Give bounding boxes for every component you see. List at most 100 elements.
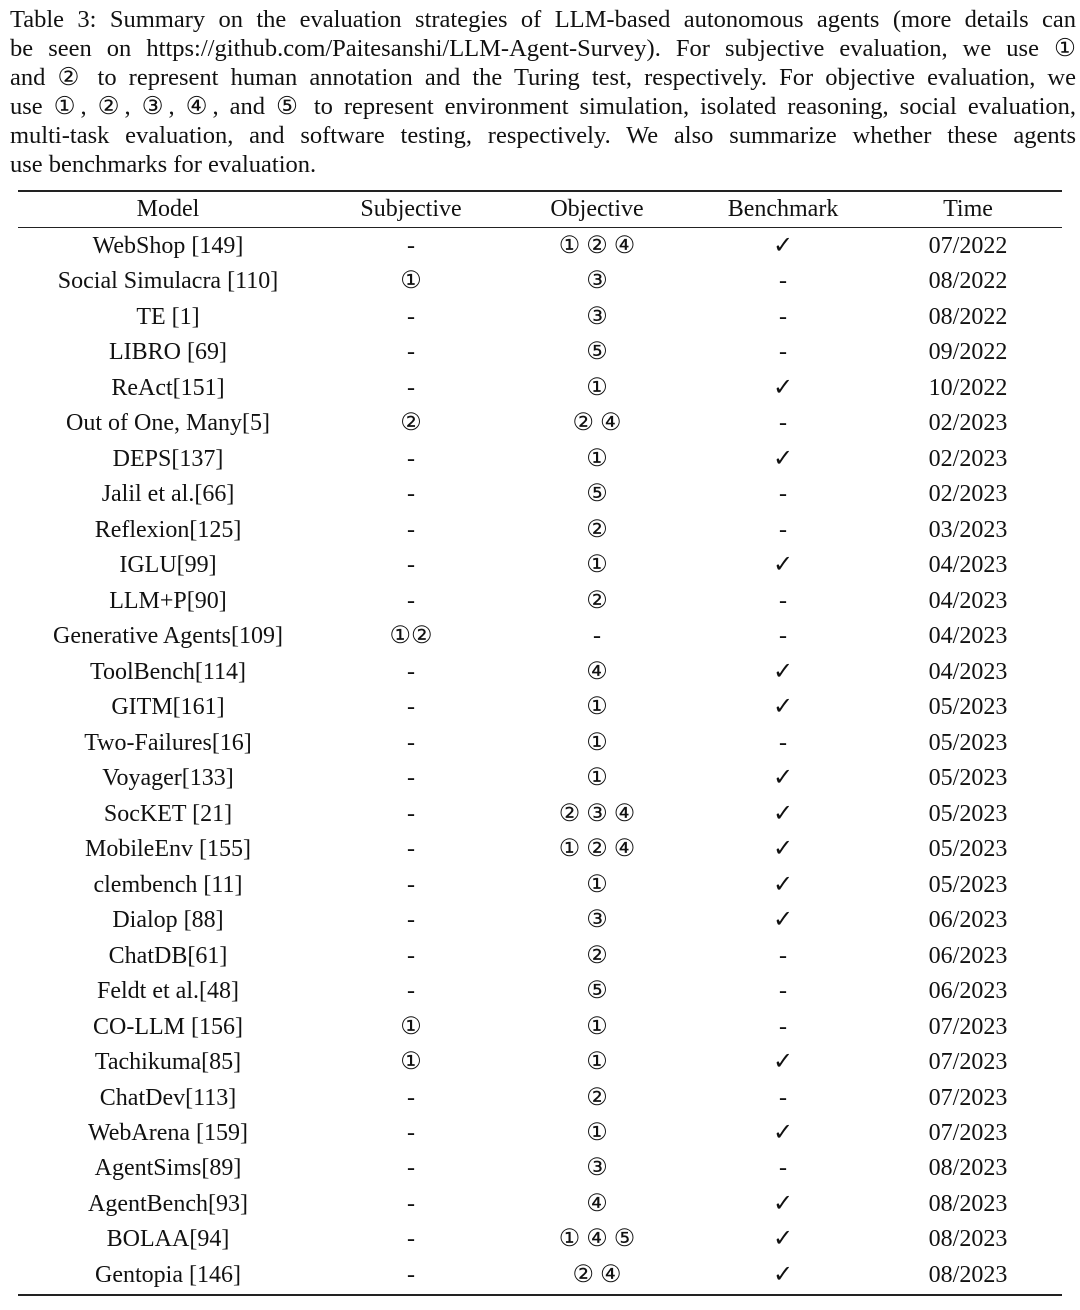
caption-line: Table 3: Summary on the evaluation strat… (10, 6, 1076, 33)
table-cell: ① (586, 729, 608, 756)
table-cell: - (407, 942, 415, 969)
table-cell: WebArena [159] (88, 1120, 248, 1146)
caption-line: use benchmarks for evaluation. (10, 151, 317, 178)
top-rule (18, 190, 1062, 192)
table-cell: 10/2022 (928, 374, 1008, 401)
table-cell: ✓ (772, 1190, 794, 1217)
table-cell: - (779, 339, 787, 366)
table-cell: ✓ (772, 658, 794, 685)
table-cell: ToolBench[114] (89, 658, 247, 685)
table-cell: 08/2023 (928, 1190, 1008, 1217)
table-cell: ② (586, 942, 608, 969)
table-cell: ① ④ ⑤ (558, 1226, 636, 1253)
table-cell: - (407, 765, 415, 792)
table-cell: ✓ (772, 445, 794, 472)
table-cell: - (407, 481, 415, 508)
table-cell: Voyager[133] (102, 765, 234, 792)
table-cell: ReAct[151] (111, 374, 225, 401)
table-cell: LIBRO [69] (109, 339, 227, 366)
table-cell: - (407, 871, 415, 898)
table-cell: Dialop [88] (112, 907, 224, 934)
table-cell: ① (586, 445, 608, 472)
table-cell: WebShop [149] (92, 233, 244, 259)
table-cell: 08/2022 (928, 303, 1008, 330)
table-cell: ① (586, 1049, 608, 1076)
table-cell: ③ (586, 907, 608, 934)
table-cell: ① (586, 552, 608, 579)
table-cell: - (407, 1120, 415, 1146)
table-cell: AgentSims[89] (94, 1155, 242, 1182)
table-cell: MobileEnv [155] (85, 836, 251, 863)
table-cell: ✓ (772, 836, 794, 863)
table-cell: ✓ (772, 552, 794, 579)
table-cell: ✓ (772, 1120, 794, 1146)
table-cell: ① (400, 1013, 422, 1040)
table-cell: Gentopia [146] (95, 1261, 241, 1288)
table-cell: Feldt et al.[48] (97, 978, 239, 1005)
table-cell: ① (586, 374, 608, 401)
table-cell: 04/2023 (928, 623, 1008, 650)
table-cell: ④ (586, 658, 608, 685)
header-rule (18, 227, 1062, 228)
table-cell: - (407, 1190, 415, 1217)
table-cell: - (407, 445, 415, 472)
table-cell: - (779, 268, 787, 295)
table-cell: 04/2023 (928, 587, 1008, 614)
table-cell: ② ④ (572, 1261, 622, 1288)
table-cell: ② (586, 1084, 608, 1111)
table-cell: ③ (586, 303, 608, 330)
table-cell: 05/2023 (928, 694, 1008, 721)
table-cell: - (407, 1155, 415, 1182)
table-cell: ① (586, 1013, 608, 1040)
table-cell: - (407, 907, 415, 934)
table-cell: Two-Failures[16] (84, 729, 252, 756)
column-header: Benchmark (727, 196, 839, 222)
table-cell: - (779, 587, 787, 614)
table-cell: ② (586, 587, 608, 614)
table-cell: ① (586, 1120, 608, 1146)
table-cell: 08/2023 (928, 1226, 1008, 1253)
table-cell: 08/2023 (928, 1261, 1008, 1288)
table-cell: 02/2023 (928, 445, 1008, 472)
table-cell: - (407, 658, 415, 685)
table-cell: - (779, 410, 787, 437)
table-cell: - (779, 303, 787, 330)
table-cell: - (779, 978, 787, 1005)
table-cell: - (779, 942, 787, 969)
table-cell: 02/2023 (928, 481, 1008, 508)
column-header: Subjective (360, 196, 462, 222)
table-cell: - (779, 729, 787, 756)
table-cell: 07/2023 (928, 1013, 1008, 1040)
table-cell: - (407, 374, 415, 401)
table-cell: 05/2023 (928, 836, 1008, 863)
table-cell: 05/2023 (928, 800, 1008, 827)
table-cell: - (779, 623, 787, 650)
table-cell: AgentBench[93] (88, 1190, 248, 1217)
table-cell: 07/2023 (928, 1084, 1008, 1111)
table-cell: 06/2023 (928, 942, 1008, 969)
table-cell: ChatDev[113] (99, 1084, 237, 1111)
table-cell: ✓ (772, 374, 794, 401)
column-header: Time (943, 196, 993, 222)
table-cell: - (779, 1084, 787, 1111)
table-cell: 05/2023 (928, 871, 1008, 898)
table-cell: - (407, 1084, 415, 1111)
table-cell: - (407, 1226, 415, 1253)
table-cell: 09/2022 (928, 339, 1008, 366)
table-cell: 07/2023 (928, 1120, 1008, 1146)
table-cell: 06/2023 (928, 907, 1008, 934)
table-cell: 05/2023 (928, 765, 1008, 792)
caption-line: and ② to represent human annotation and … (10, 64, 1076, 91)
table-cell: - (407, 339, 415, 366)
table-cell: ⑤ (586, 978, 608, 1005)
table-cell: ② (400, 410, 422, 437)
table-cell: 03/2023 (928, 516, 1008, 543)
bottom-rule (18, 1294, 1062, 1296)
table-cell: ⑤ (586, 339, 608, 366)
table-cell: - (407, 552, 415, 579)
table-cell: clembench [11] (93, 871, 243, 898)
table-cell: TE [1] (136, 303, 200, 330)
table-cell: ② ④ (572, 410, 622, 437)
table-cell: - (407, 978, 415, 1005)
